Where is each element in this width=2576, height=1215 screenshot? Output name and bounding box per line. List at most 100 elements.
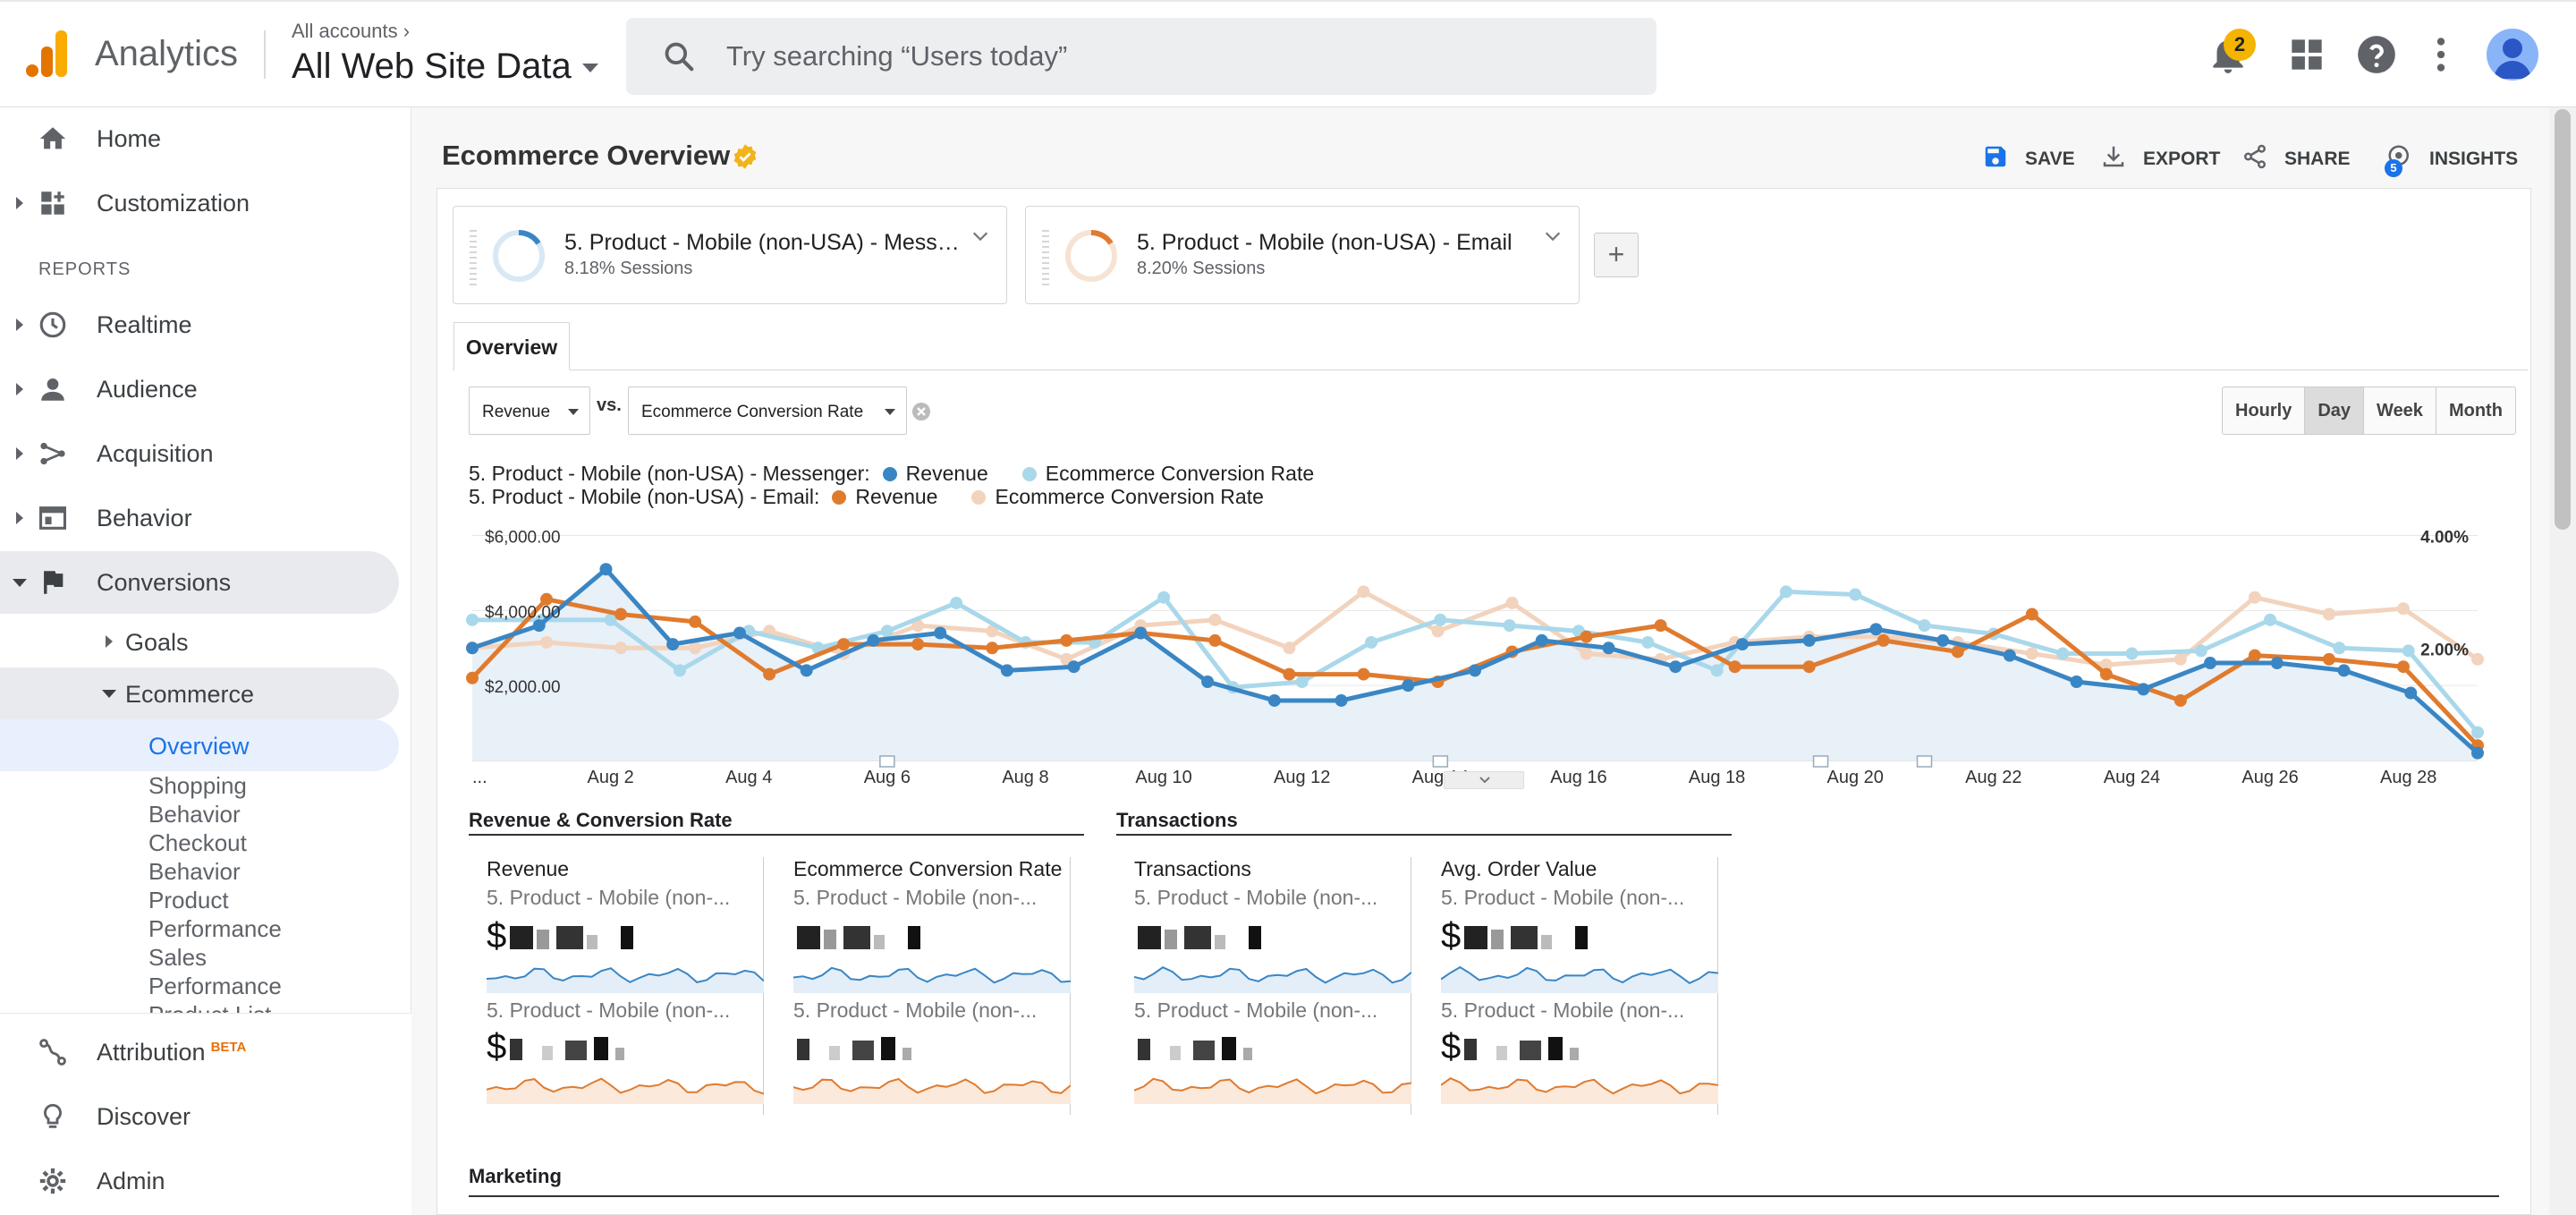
data-point[interactable] [1431, 624, 1445, 638]
data-point[interactable] [1357, 585, 1370, 599]
chevron-down-icon[interactable] [970, 226, 990, 246]
data-point[interactable] [1877, 633, 1890, 647]
sidebar-item-checkout-behavior[interactable]: Checkout Behavior [148, 828, 247, 886]
data-point[interactable] [1505, 596, 1519, 609]
data-point[interactable] [1779, 585, 1792, 599]
clear-metric-icon[interactable] [911, 401, 932, 422]
data-point[interactable] [540, 635, 554, 649]
sidebar-item-behavior[interactable]: Behavior [0, 487, 399, 549]
data-point[interactable] [1434, 613, 1447, 626]
data-point[interactable] [2125, 647, 2139, 660]
data-point[interactable] [614, 608, 628, 621]
data-point[interactable] [689, 615, 702, 628]
sidebar-item-home[interactable]: Home [0, 107, 399, 170]
data-point[interactable] [2099, 667, 2113, 681]
data-point[interactable] [1208, 613, 1222, 626]
data-point[interactable] [1000, 664, 1013, 677]
data-point[interactable] [614, 641, 628, 655]
data-point[interactable] [2337, 664, 2351, 677]
data-point[interactable] [2025, 608, 2038, 621]
account-breadcrumb[interactable]: All accounts › [292, 20, 410, 43]
chevron-down-icon[interactable] [1543, 226, 1563, 246]
data-point[interactable] [1580, 630, 1593, 643]
data-point[interactable] [466, 613, 479, 626]
sidebar-item-shopping-behavior[interactable]: Shopping Behavior [148, 771, 247, 828]
annotation-marker[interactable] [1432, 755, 1449, 768]
data-point[interactable] [666, 638, 680, 651]
data-point[interactable] [689, 641, 702, 655]
data-point[interactable] [1951, 645, 1964, 658]
secondary-metric-dropdown[interactable]: Ecommerce Conversion Rate [628, 387, 907, 435]
scrollbar[interactable] [2549, 107, 2576, 1215]
data-point[interactable] [911, 619, 925, 633]
annotation-marker[interactable] [1812, 755, 1829, 768]
search-box[interactable] [626, 18, 1657, 95]
data-point[interactable] [1602, 641, 1615, 655]
data-point[interactable] [1503, 619, 1516, 633]
data-point[interactable] [2248, 649, 2261, 662]
data-point[interactable] [466, 671, 479, 684]
data-point[interactable] [2333, 641, 2346, 655]
data-point[interactable] [1067, 660, 1080, 674]
data-point[interactable] [950, 596, 963, 609]
drag-handle[interactable] [470, 226, 477, 285]
data-point[interactable] [1735, 638, 1749, 651]
data-point[interactable] [2025, 647, 2038, 660]
data-point[interactable] [763, 667, 776, 681]
sidebar-item-ecommerce[interactable]: Ecommerce [0, 667, 399, 719]
sidebar-item-overview[interactable]: Overview [0, 719, 399, 771]
data-point[interactable] [733, 626, 746, 640]
data-point[interactable] [2174, 693, 2187, 707]
sidebar-item-product-performance[interactable]: Product Performance [148, 886, 282, 943]
metric-tile[interactable]: Ecommerce Conversion Rate 5. Product - Mo… [775, 857, 1071, 1115]
help-icon[interactable] [2354, 32, 2399, 77]
granularity-month[interactable]: Month [2448, 401, 2503, 421]
data-point[interactable] [1849, 588, 1862, 601]
data-point[interactable] [1802, 660, 1816, 674]
data-point[interactable] [1728, 660, 1741, 674]
data-point[interactable] [1357, 667, 1370, 681]
data-point[interactable] [1283, 641, 1296, 655]
granularity-day[interactable]: Day [2305, 387, 2365, 434]
primary-metric-dropdown[interactable]: Revenue [469, 387, 590, 435]
data-point[interactable] [1641, 635, 1655, 649]
add-segment-button[interactable]: + [1594, 233, 1639, 277]
data-point[interactable] [800, 664, 813, 677]
data-point[interactable] [2070, 675, 2083, 688]
data-point[interactable] [1402, 679, 1415, 692]
segment-card-email[interactable]: 5. Product - Mobile (non-USA) - Email 8.… [1025, 206, 1580, 304]
data-point[interactable] [1060, 633, 1073, 647]
data-point[interactable] [2264, 613, 2277, 626]
data-point[interactable] [2003, 649, 2016, 662]
data-point[interactable] [1936, 633, 1950, 647]
sidebar-item-conversions[interactable]: Conversions [0, 551, 399, 614]
data-point[interactable] [2404, 686, 2418, 700]
data-point[interactable] [673, 664, 686, 677]
data-point[interactable] [1580, 647, 1593, 660]
chart-expand-handle[interactable] [1444, 771, 1524, 789]
data-point[interactable] [2322, 652, 2335, 666]
sidebar-item-acquisition[interactable]: Acquisition [0, 422, 399, 485]
data-point[interactable] [1208, 633, 1222, 647]
sidebar-item-audience[interactable]: Audience [0, 358, 399, 421]
data-point[interactable] [867, 633, 880, 647]
analytics-logo-icon[interactable] [25, 29, 70, 79]
avatar[interactable] [2487, 29, 2538, 81]
data-point[interactable] [934, 626, 947, 640]
data-point[interactable] [2194, 644, 2207, 658]
data-point[interactable] [1918, 619, 1931, 633]
segment-card-messenger[interactable]: 5. Product - Mobile (non-USA) - Messenge… [453, 206, 1007, 304]
data-point[interactable] [1283, 667, 1296, 681]
data-point[interactable] [2471, 652, 2484, 666]
metric-tile[interactable]: Revenue 5. Product - Mobile (non-... $5. P… [469, 857, 764, 1115]
sidebar-item-discover[interactable]: Discover [0, 1085, 399, 1148]
tab-overview[interactable]: Overview [453, 322, 570, 370]
data-point[interactable] [2099, 658, 2113, 672]
data-point[interactable] [2204, 657, 2217, 670]
data-point[interactable] [1335, 693, 1348, 707]
sidebar-item-customization[interactable]: Customization [0, 172, 399, 234]
data-point[interactable] [1295, 675, 1309, 688]
data-point[interactable] [1869, 623, 1883, 636]
annotation-marker[interactable] [879, 755, 895, 768]
sidebar-item-sales-performance[interactable]: Sales Performance [148, 943, 282, 1000]
